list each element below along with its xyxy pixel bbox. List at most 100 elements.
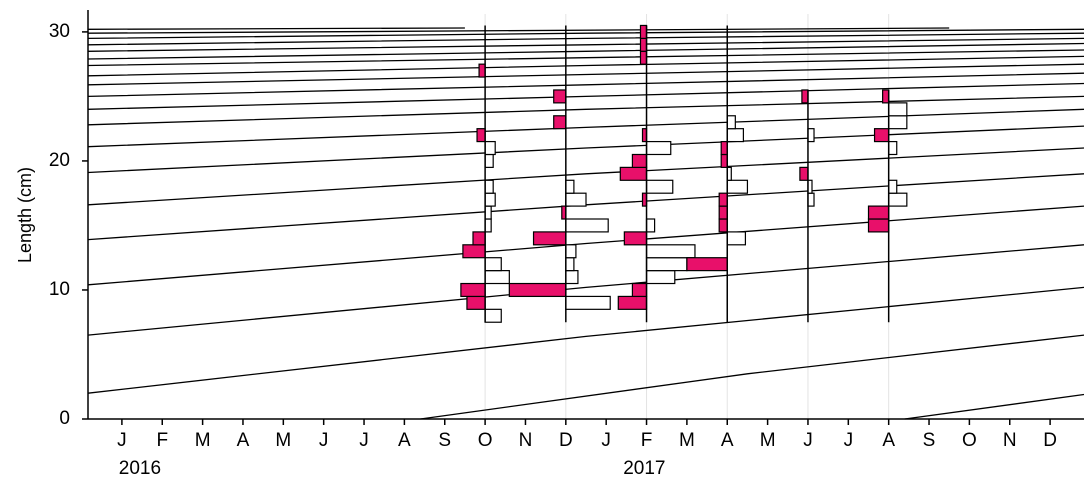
frequency-bar (553, 89, 567, 104)
x-tick-label: M (679, 430, 695, 451)
frequency-bar (639, 24, 648, 39)
growth-curve (87, 27, 950, 34)
y-axis-label: Length (cm) (15, 167, 35, 263)
frequency-bar (619, 166, 648, 181)
y-tick-label: 30 (49, 21, 70, 42)
growth-curve (87, 28, 1084, 40)
frequency-bar (867, 205, 890, 220)
frequency-bar (484, 270, 510, 285)
x-tick-label: O (962, 430, 977, 451)
x-tick-label: S (438, 430, 451, 451)
x-tick-label: N (1003, 430, 1017, 451)
frequency-bar (718, 205, 728, 220)
growth-curve (87, 286, 1084, 394)
growth-curve (87, 37, 1084, 52)
frequency-bar (807, 192, 815, 207)
x-tick-label: J (359, 430, 369, 451)
frequency-bar (807, 128, 815, 143)
frequency-bar (484, 257, 502, 272)
frequency-bar (888, 192, 908, 207)
frequency-bar (645, 179, 674, 194)
x-tick-label: A (882, 430, 895, 451)
frequency-bar (873, 128, 890, 143)
x-tick-label: A (398, 430, 411, 451)
frequency-bar (484, 308, 502, 323)
frequency-bar (888, 115, 908, 130)
frequency-bar (888, 140, 898, 156)
frequency-bar (645, 218, 656, 233)
x-tick-label: J (601, 430, 611, 451)
x-tick-label: F (156, 430, 168, 451)
frequency-bar (631, 282, 648, 298)
frequency-bar (565, 218, 609, 233)
x-tick-label: N (519, 430, 533, 451)
x-tick-label: M (275, 430, 291, 451)
x-tick-label: S (923, 430, 936, 451)
frequency-bar (484, 218, 492, 233)
frequency-bar (472, 231, 486, 246)
frequency-bar (645, 257, 688, 272)
frequency-bar (720, 140, 728, 156)
frequency-bar (726, 179, 749, 194)
x-tick-label: A (237, 430, 250, 451)
frequency-bar (799, 166, 809, 181)
frequency-bar (565, 295, 611, 310)
growth-curve (87, 147, 1084, 206)
growth-curve (420, 334, 1084, 420)
growth-curve (87, 49, 1084, 67)
frequency-bar (645, 140, 672, 156)
year-label: 2016 (119, 458, 161, 479)
growth-curve (87, 72, 1084, 98)
x-tick-label: F (641, 430, 653, 451)
frequency-bar (801, 89, 809, 104)
y-tick-label: 20 (49, 150, 70, 171)
frequency-bar (686, 257, 728, 272)
growth-curve (87, 63, 1084, 86)
frequency-bar (718, 192, 728, 207)
x-tick-label: J (844, 430, 854, 451)
x-tick-label: M (195, 430, 211, 451)
x-tick-label: M (760, 430, 776, 451)
year-label: 2017 (623, 458, 665, 479)
growth-curve (87, 55, 1084, 77)
frequency-bar (645, 270, 676, 285)
frequency-bar (553, 115, 567, 130)
frequency-bar (484, 205, 492, 220)
frequency-bar (484, 140, 496, 156)
frequency-bar (867, 218, 890, 233)
frequency-bar (462, 244, 486, 259)
frequency-bar (720, 153, 728, 168)
frequency-bar (888, 102, 908, 117)
x-tick-label: A (721, 430, 734, 451)
frequency-bar (726, 128, 744, 143)
frequency-bar (484, 192, 496, 207)
frequency-bar (623, 231, 648, 246)
frequency-bar (565, 179, 575, 194)
growth-curve (87, 95, 1084, 126)
growth-curve (87, 205, 1084, 286)
frequency-bar (882, 89, 890, 104)
growth-curve (87, 244, 1084, 336)
frequency-bar (565, 270, 579, 285)
x-tick-label: D (559, 430, 573, 451)
x-tick-label: D (1043, 430, 1057, 451)
growth-curve (87, 42, 1084, 60)
frequency-bar (484, 153, 494, 168)
growth-curve (87, 82, 1084, 110)
frequency-bar (476, 128, 486, 143)
growth-curve (904, 393, 1084, 420)
growth-curve (87, 108, 1084, 148)
frequency-bar (484, 179, 494, 194)
frequency-bar (617, 295, 648, 310)
growth-curve (87, 32, 1084, 46)
frequency-bar (888, 179, 898, 194)
frequency-bar (639, 50, 648, 65)
plot-area (87, 14, 1084, 420)
frequency-bar (565, 244, 577, 259)
growth-curve (87, 125, 1084, 174)
frequency-bar (532, 231, 567, 246)
x-tick-label: J (319, 430, 329, 451)
y-tick-label: 10 (49, 279, 70, 300)
frequency-bar (726, 115, 736, 130)
